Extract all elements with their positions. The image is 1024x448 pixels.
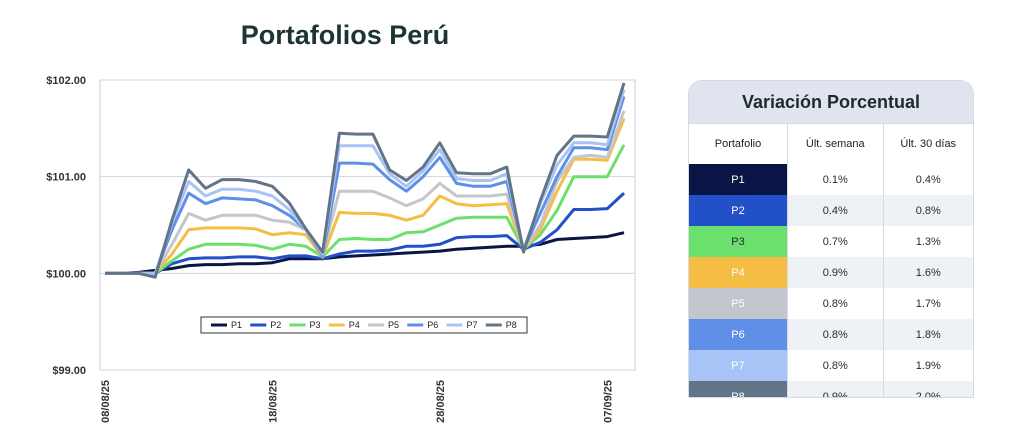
grid-layer <box>99 79 636 371</box>
portfolio-cell: P6 <box>689 319 788 350</box>
month-variation-cell: 1.6% <box>883 257 973 288</box>
x-tick-label: 28/08/25 <box>435 380 447 423</box>
month-variation-cell: 1.7% <box>883 288 973 319</box>
series-line-p6 <box>105 95 626 275</box>
portfolio-cell: P3 <box>689 226 788 257</box>
legend-box <box>200 316 528 334</box>
table-row: P3 0.7% 1.3% <box>689 226 973 257</box>
header-ult-30-dias: Últ. 30 días <box>883 123 973 164</box>
legend-label-p6: P6 <box>427 320 438 330</box>
series-line-p3 <box>105 144 626 275</box>
week-variation-cell: 0.8% <box>787 350 884 381</box>
variation-table-card: Variación Porcentual Portafolio Últ. sem… <box>688 80 974 398</box>
portfolio-cell: P2 <box>689 195 788 226</box>
legend-label-p7: P7 <box>467 320 478 330</box>
week-variation-cell: 0.8% <box>787 288 884 319</box>
portfolio-cell: P1 <box>689 164 788 195</box>
portfolio-cell: P5 <box>689 288 788 319</box>
table-row: P8 0.9% 2.0% <box>689 381 973 397</box>
table-row: P4 0.9% 1.6% <box>689 257 973 288</box>
table-row: P5 0.8% 1.7% <box>689 288 973 319</box>
week-variation-cell: 0.7% <box>787 226 884 257</box>
y-tick-label: $102.00 <box>46 75 86 87</box>
axis-layer: $99.00 $100.00 $101.00 $102.00 08/08/25 18/08… <box>46 75 614 423</box>
x-tick-label: 18/08/25 <box>267 380 279 423</box>
portfolio-cell: P7 <box>689 350 788 381</box>
table-row: P7 0.8% 1.9% <box>689 350 973 381</box>
week-variation-cell: 0.9% <box>787 381 884 397</box>
y-tick-label: $99.00 <box>52 365 86 377</box>
week-variation-cell: 0.9% <box>787 257 884 288</box>
table-row: P6 0.8% 1.8% <box>689 319 973 350</box>
x-tick-label: 08/08/25 <box>100 380 112 423</box>
y-tick-label: $101.00 <box>46 172 86 184</box>
table-row: P2 0.4% 0.8% <box>689 195 973 226</box>
variation-table: Portafolio Últ. semana Últ. 30 días P1 0.… <box>689 123 973 397</box>
series-line-p4 <box>105 118 626 275</box>
month-variation-cell: 1.8% <box>883 319 973 350</box>
series-line-p2 <box>105 192 626 275</box>
table-row: P1 0.1% 0.4% <box>689 164 973 195</box>
month-variation-cell: 0.4% <box>883 164 973 195</box>
line-chart: $99.00 $100.00 $101.00 $102.00 08/08/25 18/08… <box>46 75 636 423</box>
week-variation-cell: 0.8% <box>787 319 884 350</box>
legend-label-p5: P5 <box>388 320 399 330</box>
legend-label-p4: P4 <box>349 320 360 330</box>
week-variation-cell: 0.1% <box>787 164 884 195</box>
month-variation-cell: 1.9% <box>883 350 973 381</box>
legend-label-p1: P1 <box>231 320 242 330</box>
legend-label-p3: P3 <box>310 320 321 330</box>
x-tick-label: 07/09/25 <box>602 380 614 423</box>
header-portafolio: Portafolio <box>689 123 788 164</box>
legend-label-p8: P8 <box>506 320 517 330</box>
month-variation-cell: 1.3% <box>883 226 973 257</box>
chart-title: Portafolios Perú <box>240 20 450 50</box>
header-ult-semana: Últ. semana <box>787 123 884 164</box>
legend: P1 P2 P3 P4 P5 P6 P7 P8 <box>200 316 528 334</box>
series-line-p5 <box>105 110 626 275</box>
table-header-row: Portafolio Últ. semana Últ. 30 días <box>689 123 973 164</box>
table-title: Variación Porcentual <box>689 81 973 123</box>
portfolio-cell: P8 <box>689 381 788 397</box>
y-tick-label: $100.00 <box>46 268 86 280</box>
legend-label-p2: P2 <box>270 320 281 330</box>
week-variation-cell: 0.4% <box>787 195 884 226</box>
portfolio-cell: P4 <box>689 257 788 288</box>
month-variation-cell: 0.8% <box>883 195 973 226</box>
series-line-p8 <box>105 82 626 279</box>
series-layer <box>105 82 626 279</box>
month-variation-cell: 2.0% <box>883 381 973 397</box>
